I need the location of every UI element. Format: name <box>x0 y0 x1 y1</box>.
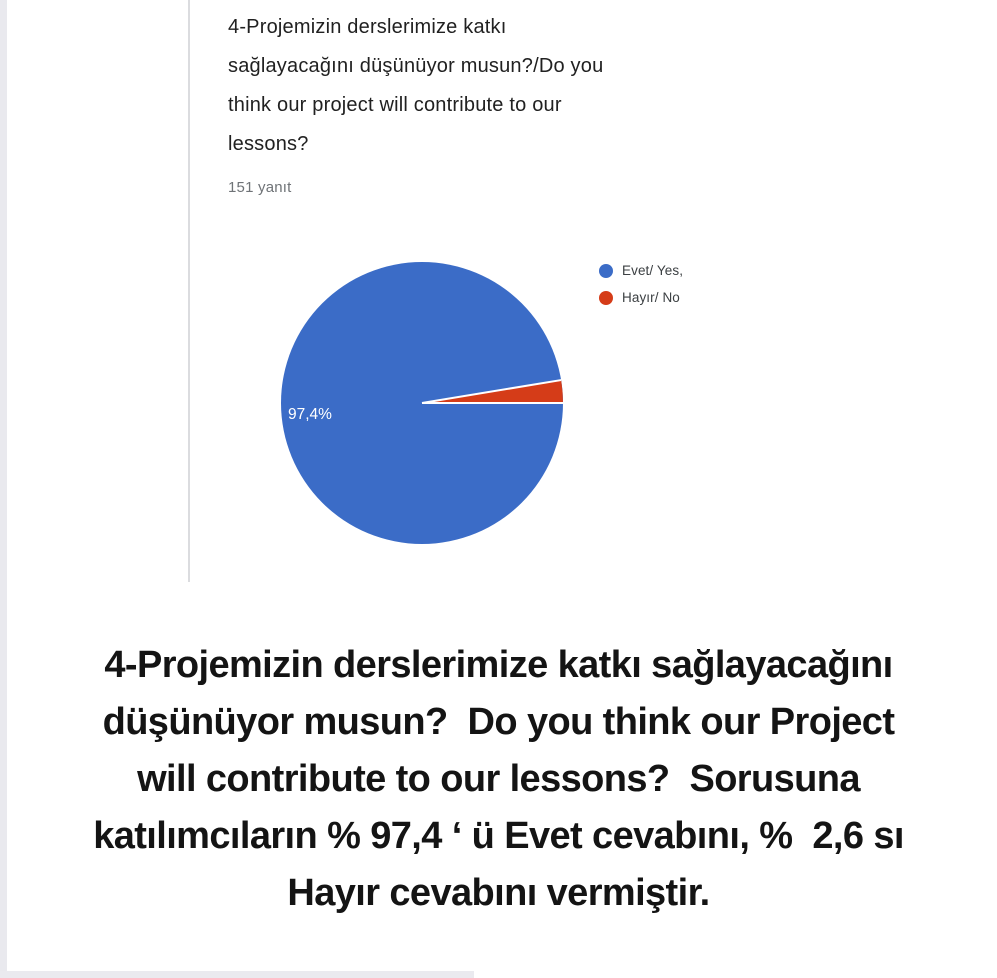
bottom-edge-strip <box>0 971 474 978</box>
left-edge-strip <box>0 0 7 978</box>
legend-item-no: Hayır/ No <box>599 284 683 311</box>
summary-line: Hayır cevabını vermiştir. <box>287 872 710 914</box>
pie-slice-label: 97,4% <box>288 406 332 423</box>
summary-line: düşünüyor musun? Do you think our Projec… <box>102 701 895 743</box>
question-title-line: 4-Projemizin derslerimize katkı <box>228 16 507 38</box>
summary-line: katılımcıların % 97,4 ‘ ü Evet cevabını,… <box>93 815 904 857</box>
pie-separator-top <box>421 379 562 404</box>
legend-swatch <box>599 290 613 305</box>
legend-swatch <box>599 263 613 278</box>
response-count: 151 yanıt <box>228 179 292 196</box>
legend-label: Hayır/ No <box>622 290 680 305</box>
summary-line: 4-Projemizin derslerimize katkı sağlayac… <box>104 644 893 686</box>
question-title-line: think our project will contribute to our <box>228 94 562 116</box>
summary-caption: 4-Projemizin derslerimize katkı sağlayac… <box>0 637 997 922</box>
card-left-border <box>188 0 190 582</box>
pie-chart: 97,4% <box>281 262 563 544</box>
pie-chart-container: 97,4% <box>272 253 572 553</box>
question-block: 4-Projemizin derslerimize katkı sağlayac… <box>228 8 748 198</box>
question-title-line: sağlayacağını düşünüyor musun?/Do you <box>228 55 604 77</box>
legend-label: Evet/ Yes, <box>622 263 684 278</box>
question-title-line: lessons? <box>228 133 309 155</box>
legend-item-yes: Evet/ Yes, <box>599 257 683 284</box>
chart-legend: Evet/ Yes, Hayır/ No <box>599 257 683 311</box>
summary-line: will contribute to our lessons? Sorusuna <box>137 758 860 800</box>
